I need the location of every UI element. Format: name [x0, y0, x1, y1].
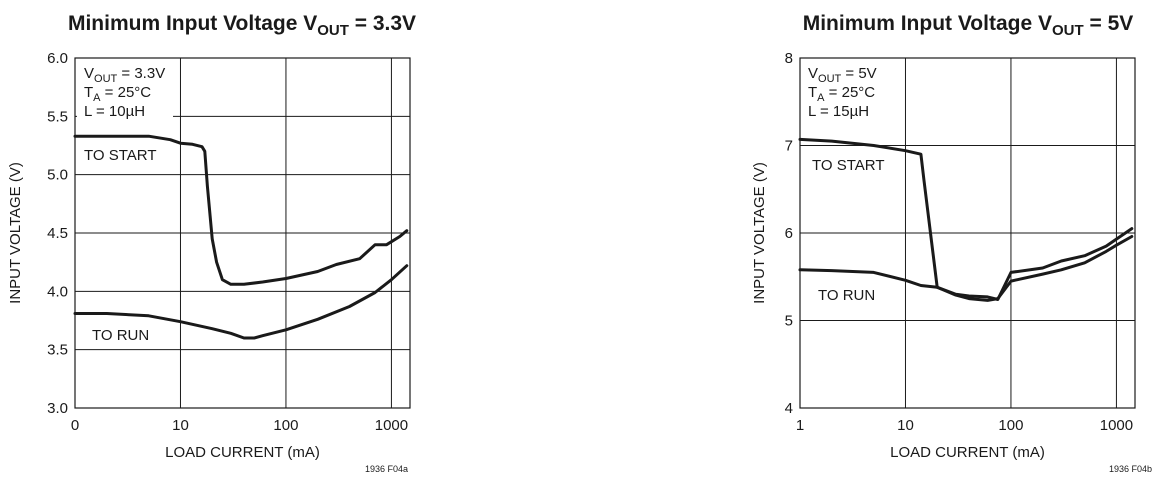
chart1-plot-frame [74, 57, 411, 409]
chart2-title-sub: OUT [1052, 22, 1084, 39]
chart1-x-tick-label: 0 [71, 417, 79, 434]
chart2-condition-line: L = 15µH [808, 103, 869, 120]
chart1-y-tick-label: 3.5 [47, 342, 68, 359]
chart2-condition-line: VOUT = 5V [808, 65, 877, 85]
chart1-y-tick-label: 4.5 [47, 225, 68, 242]
chart2-series-to-run-line [798, 235, 1134, 302]
chart2-condition-sub: A [817, 92, 825, 104]
chart1-title-tail: = 3.3V [349, 12, 416, 35]
chart2-condition-main: V [808, 65, 818, 82]
chart1-label-to-run: TO RUN [92, 327, 149, 344]
chart1: Minimum Input Voltage VOUT = 3.3V3.03.54… [7, 12, 416, 474]
chart1-y-tick-label: 3.0 [47, 400, 68, 417]
chart1-x-axis-label: LOAD CURRENT (mA) [165, 444, 320, 461]
chart2-series-to-start-line [798, 137, 1134, 301]
chart2-condition-main: T [808, 84, 817, 101]
chart1-condition-sub: OUT [94, 73, 118, 85]
chart1-y-tick-label: 5.5 [47, 108, 68, 125]
chart1-y-axis-label: INPUT VOLTAGE (V) [7, 162, 24, 304]
chart2-condition-tail: = 5V [841, 65, 876, 82]
chart1-title-main: Minimum Input Voltage V [68, 12, 317, 35]
chart1-condition-sub: A [93, 92, 101, 104]
chart2-y-tick-label: 8 [785, 50, 793, 67]
chart2-label-to-run: TO RUN [818, 287, 875, 304]
chart1-title-sub: OUT [317, 22, 349, 39]
chart1-y-tick-label: 5.0 [47, 167, 68, 184]
chart2-condition-main: L = 15µH [808, 103, 869, 120]
chart1-series-to-start-line [73, 134, 409, 286]
chart2-footnote: 1936 F04b [1109, 464, 1152, 474]
chart2-condition-line: TA = 25°C [808, 84, 875, 104]
chart1-condition-line: TA = 25°C [84, 84, 151, 104]
chart2-x-tick-label: 1 [796, 417, 804, 434]
chart1-condition-line: VOUT = 3.3V [84, 65, 165, 85]
chart1-condition-main: L = 10µH [84, 103, 145, 120]
chart1-conditions-background [77, 60, 173, 124]
chart2-condition-sub: OUT [818, 73, 842, 85]
chart1-x-tick-label: 1000 [375, 417, 408, 434]
chart2-y-tick-label: 4 [785, 400, 793, 417]
chart2-plot-frame [799, 57, 1136, 409]
chart2-title-tail: = 5V [1084, 12, 1134, 35]
chart2-x-tick-label: 100 [998, 417, 1023, 434]
chart1-condition-main: V [84, 65, 94, 82]
chart1-series-to-run-line [73, 264, 409, 340]
chart1-title: Minimum Input Voltage VOUT = 3.3V [68, 12, 416, 39]
chart2-y-tick-label: 7 [785, 138, 793, 155]
chart2-x-axis-label: LOAD CURRENT (mA) [890, 444, 1045, 461]
chart2-condition-tail: = 25°C [825, 84, 876, 101]
chart1-y-tick-label: 6.0 [47, 50, 68, 67]
chart1-x-tick-label: 10 [172, 417, 189, 434]
chart2-y-tick-label: 6 [785, 225, 793, 242]
chart2-title-main: Minimum Input Voltage V [803, 12, 1052, 35]
chart1-footnote: 1936 F04a [365, 464, 408, 474]
chart2-y-axis-label: INPUT VOLTAGE (V) [751, 162, 768, 304]
chart1-y-tick-label: 4.0 [47, 283, 68, 300]
chart1-x-tick-label: 100 [273, 417, 298, 434]
chart1-label-to-start: TO START [84, 147, 157, 164]
chart2-x-tick-label: 10 [897, 417, 914, 434]
chart1-condition-tail: = 25°C [101, 84, 152, 101]
chart2-title: Minimum Input Voltage VOUT = 5V [803, 12, 1134, 39]
chart2-y-tick-label: 5 [785, 313, 793, 330]
chart1-condition-main: T [84, 84, 93, 101]
chart2-x-tick-label: 1000 [1100, 417, 1133, 434]
chart1-condition-tail: = 3.3V [117, 65, 165, 82]
chart2-label-to-start: TO START [812, 157, 885, 174]
chart2-conditions-background [802, 60, 898, 124]
chart1-condition-line: L = 10µH [84, 103, 145, 120]
